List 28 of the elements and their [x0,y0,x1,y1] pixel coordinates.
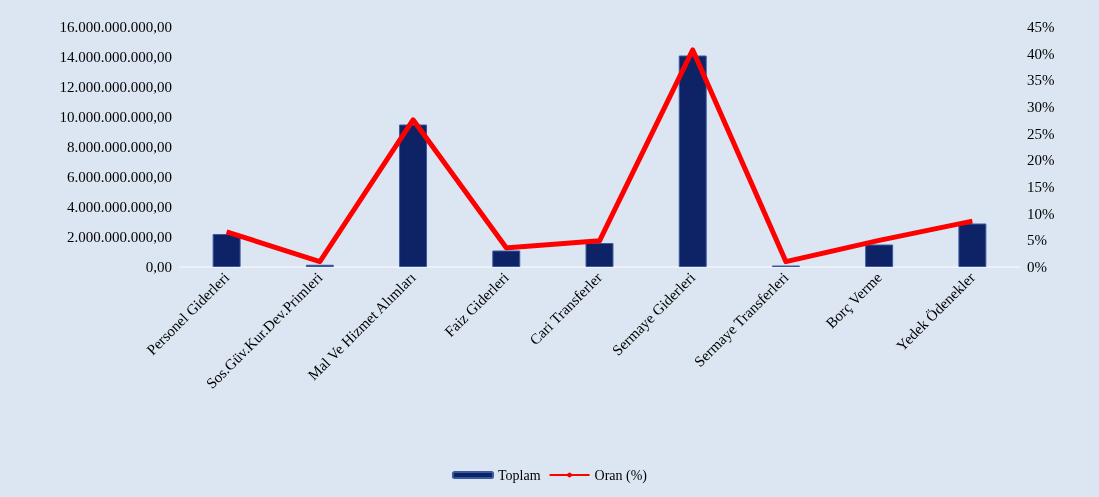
bar [212,234,241,267]
y2-tick-label: 5% [1027,232,1047,249]
y-tick-label: 14.000.000.000,00 [59,49,172,65]
y-tick-label: 0,00 [145,259,172,275]
y2-tick-label: 40% [1027,45,1055,62]
y2-tick-label: 15% [1027,179,1055,195]
legend-label: Toplam [497,467,541,483]
bar [585,243,614,267]
y-tick-label: 2.000.000.000,00 [67,229,172,245]
bar [678,55,707,267]
y-tick-label: 4.000.000.000,00 [67,199,172,215]
legend-label: Oran (%) [594,467,648,484]
y2-tick-label: 10% [1027,205,1055,222]
y-tick-label: 12.000.000.000,00 [59,79,172,95]
bar [399,124,428,267]
bar [958,223,987,267]
y2-tick-label: 30% [1027,99,1055,115]
y2-tick-label: 25% [1027,125,1055,142]
y-tick-label: 8.000.000.000,00 [67,139,172,155]
y2-tick-label: 20% [1027,152,1055,169]
y2-tick-label: 35% [1027,72,1055,89]
y2-tick-label: 0% [1027,259,1047,275]
y-tick-label: 16.000.000.000,00 [59,19,172,35]
bar [865,244,894,267]
y-tick-label: 6.000.000.000,00 [67,169,172,185]
bar [492,250,521,267]
y2-tick-label: 45% [1027,19,1055,35]
y-tick-label: 10.000.000.000,00 [59,109,172,125]
